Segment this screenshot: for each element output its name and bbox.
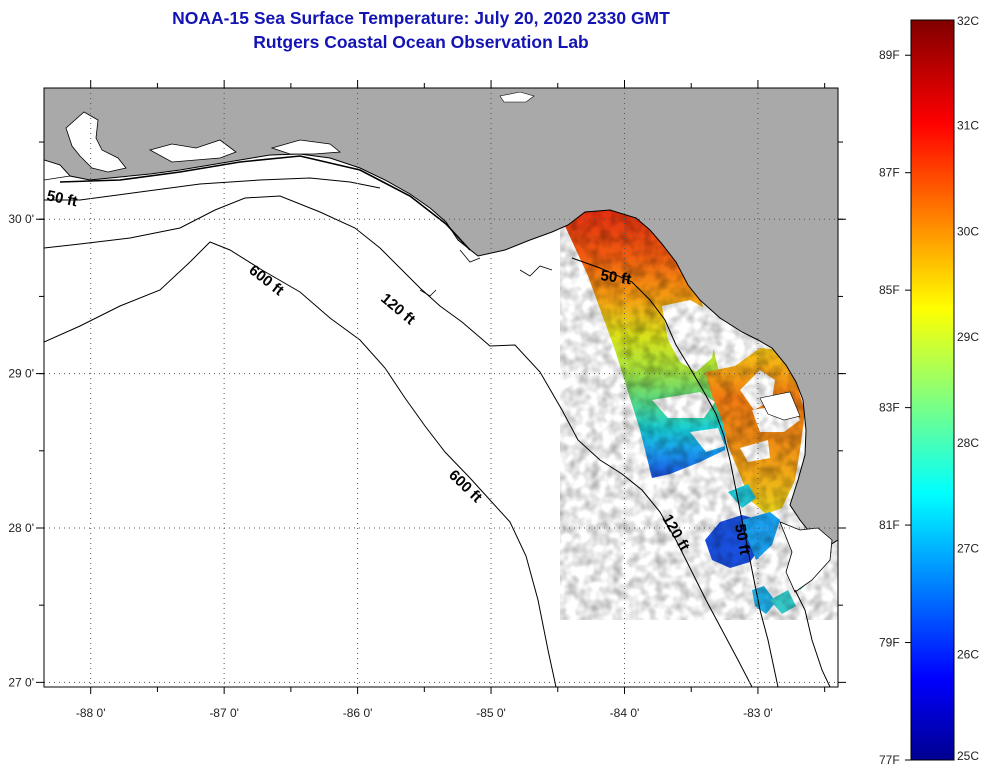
- colorbar-fahrenheit-label: 89F: [879, 48, 900, 62]
- colorbar-fahrenheit-label: 85F: [879, 283, 900, 297]
- colorbar-celsius-label: 27C: [957, 542, 979, 556]
- contour-50ft-west: [44, 177, 381, 201]
- land: [44, 88, 838, 549]
- colorbar-fahrenheit-label: 87F: [879, 166, 900, 180]
- colorbar-fahrenheit-label: 79F: [879, 636, 900, 650]
- colorbar-celsius-label: 29C: [957, 330, 979, 344]
- contour-label-50ft-west: 50 ft: [45, 187, 79, 210]
- colorbar-fahrenheit-label: 81F: [879, 518, 900, 532]
- y-tick-label: 29 0': [8, 367, 34, 381]
- contour-120ft: [44, 195, 753, 687]
- x-tick-label: -83 0': [743, 706, 773, 720]
- colorbar-gradient: [910, 19, 955, 761]
- map-frame: [43, 87, 839, 688]
- colorbar-celsius-label: 31C: [957, 119, 979, 133]
- x-tick-label: -86 0': [343, 706, 373, 720]
- contour-label-50ft-east: 50 ft: [599, 267, 632, 288]
- colorbar-celsius-label: 26C: [957, 647, 979, 661]
- x-tick-label: -87 0': [209, 706, 239, 720]
- colorbar-celsius-label: 32C: [957, 14, 979, 28]
- contour-600ft: [44, 241, 557, 687]
- contour-label-50ft-south: 50 ft: [731, 523, 753, 556]
- y-tick-label: 28 0': [8, 521, 34, 535]
- colorbar-fahrenheit-label: 83F: [879, 401, 900, 415]
- colorbar-celsius-label: 25C: [957, 749, 979, 763]
- colorbar-fahrenheit-label: 77F: [879, 753, 900, 767]
- x-tick-label: -88 0': [76, 706, 106, 720]
- colorbar-celsius-label: 30C: [957, 224, 979, 238]
- contour-50ft-east: [571, 257, 779, 687]
- chart-title: NOAA-15 Sea Surface Temperature: July 20…: [172, 8, 670, 28]
- x-tick-label: -85 0': [476, 706, 506, 720]
- y-tick-label: 27 0': [8, 675, 34, 689]
- chart-subtitle: Rutgers Coastal Ocean Observation Lab: [253, 32, 589, 52]
- colorbar-celsius-label: 28C: [957, 436, 979, 450]
- x-tick-label: -84 0': [610, 706, 640, 720]
- y-tick-label: 30 0': [8, 212, 34, 226]
